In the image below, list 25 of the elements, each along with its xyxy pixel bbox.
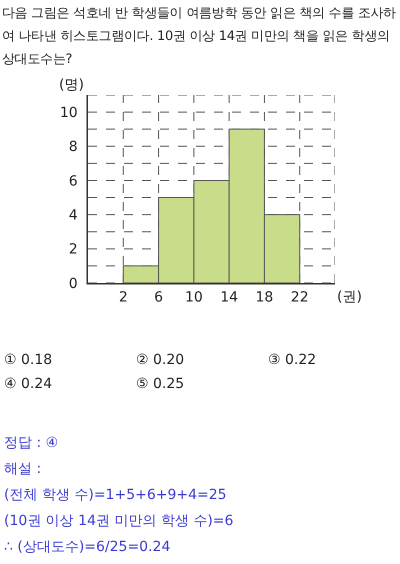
- text: (10권 이상 14권 미만의 학생 수)=6: [4, 512, 234, 531]
- x-axis-title: (권): [337, 289, 362, 305]
- x-tick-label: 18: [256, 289, 274, 306]
- y-tick-label: 8: [68, 139, 78, 156]
- text: ④ 0.24: [4, 376, 54, 392]
- text: 해설 :: [4, 460, 42, 479]
- text: ① 0.18: [4, 352, 54, 368]
- y-axis-title: (명): [59, 77, 84, 93]
- text: (전체 학생 수)=1+5+6+9+4=25: [4, 486, 228, 505]
- y-tick-label: 0: [68, 276, 78, 292]
- x-tick-label: 22: [290, 289, 309, 306]
- text: ⑤ 0.25: [136, 376, 186, 392]
- text: 정답 : ④: [4, 434, 60, 453]
- text: ② 0.20: [136, 352, 186, 368]
- x-tick-label: 10: [184, 289, 203, 306]
- chart-title: 다음 그림은 석호네 반 학생들이 여름방학 동안 읽은 책의 수를 조사하여 나타낸 히스토그램이다. 10권 이상 14권 미만의 책을 읽은 학생의 상대도수는?: [2, 5, 397, 69]
- x-tick-label: 2: [118, 289, 128, 306]
- y-tick-label: 4: [68, 208, 78, 224]
- y-tick-label: 6: [68, 173, 78, 190]
- x-tick-label: 14: [220, 289, 238, 306]
- x-tick-label: 6: [154, 289, 164, 306]
- text: ∴ (상대도수)=6/25=0.24: [4, 538, 172, 557]
- y-tick-label: 10: [60, 104, 78, 121]
- y-tick-label: 2: [68, 242, 78, 258]
- text: ③ 0.22: [268, 352, 318, 368]
